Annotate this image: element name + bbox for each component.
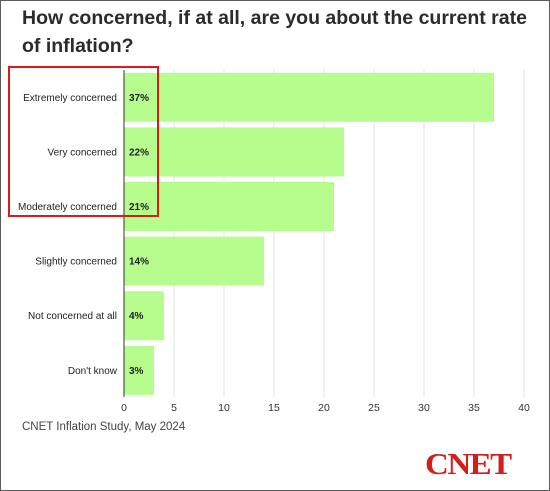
source-note: CNET Inflation Study, May 2024 [22, 421, 186, 433]
bar [124, 291, 164, 341]
value-label: 14% [129, 257, 149, 268]
x-tick-label: 0 [121, 402, 127, 414]
value-label: 21% [129, 202, 149, 213]
category-label: Slightly concerned [35, 257, 117, 268]
value-label: 3% [129, 366, 144, 377]
bar [124, 182, 334, 231]
x-tick-label: 15 [268, 402, 280, 414]
grid-lines [173, 70, 525, 397]
category-label: Extremely concerned [23, 93, 117, 104]
bar [124, 236, 264, 286]
category-label: Don't know [68, 366, 118, 377]
value-label: 4% [129, 311, 144, 322]
x-tick-label: 25 [368, 402, 380, 414]
value-label: 22% [129, 147, 149, 158]
category-label: Very concerned [48, 147, 118, 158]
x-tick-label: 20 [318, 402, 330, 414]
category-label: Moderately concerned [18, 202, 117, 213]
category-label: Not concerned at all [28, 311, 117, 322]
x-axis-tick-labels: 0 5 10 15 20 25 30 35 40 [121, 402, 530, 414]
value-labels: 37% 22% 21% 14% 4% 3% [129, 93, 149, 377]
x-tick-label: 10 [218, 402, 230, 414]
x-tick-label: 5 [171, 402, 177, 414]
value-label: 37% [129, 93, 149, 104]
bar [124, 127, 344, 177]
bar [124, 345, 154, 395]
chart-title: How concerned, if at all, are you about … [22, 7, 527, 57]
x-tick-label: 40 [518, 402, 530, 414]
x-tick-label: 30 [418, 402, 430, 414]
bar [124, 72, 494, 122]
x-tick-label: 35 [468, 402, 480, 414]
cnet-logo: CNET [425, 448, 512, 482]
bars [124, 72, 494, 395]
category-labels: Extremely concerned Very concerned Moderat… [18, 93, 118, 377]
highlight-box [8, 66, 159, 217]
